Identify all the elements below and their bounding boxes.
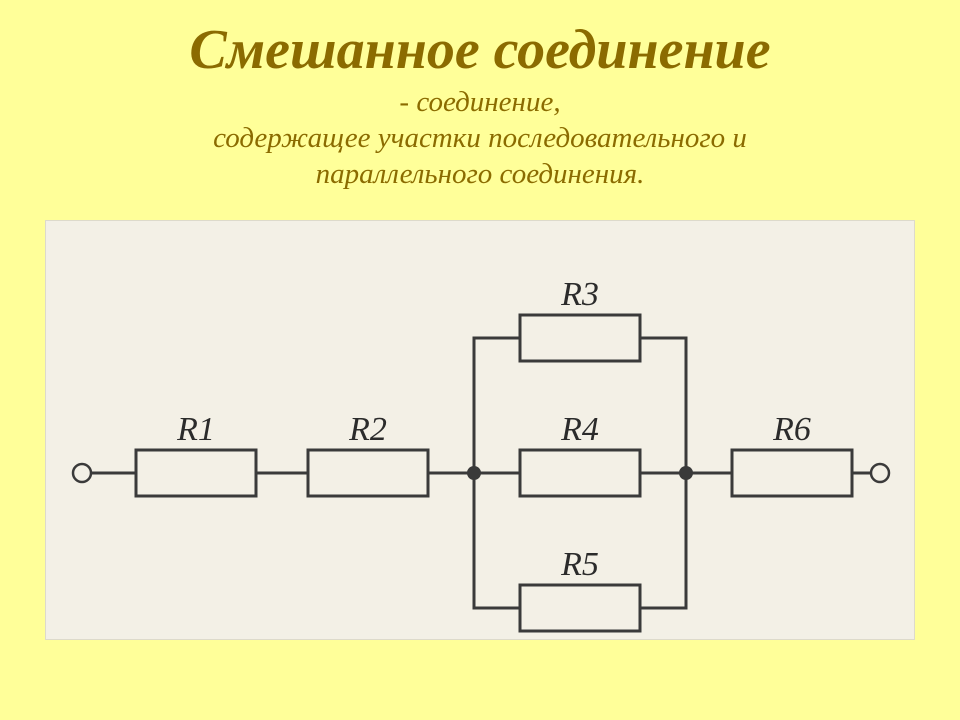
resistor-r3 [520, 315, 640, 361]
page-title: Смешанное соединение [30, 20, 930, 82]
junction-node [679, 466, 693, 480]
page-subtitle: - соединение, содержащее участки последо… [30, 84, 930, 193]
resistor-label-r6: R6 [772, 411, 811, 448]
junction-node [467, 466, 481, 480]
wire [474, 338, 520, 473]
wire [474, 473, 520, 608]
subtitle-line: содержащее участки последовательного и [213, 122, 747, 154]
subtitle-line: - соединение, [399, 86, 560, 118]
resistor-r4 [520, 450, 640, 496]
circuit-diagram: R1 R2 R3 R4 R5 R6 [45, 220, 915, 640]
resistor-r5 [520, 585, 640, 631]
circuit-svg: R1 R2 R3 R4 R5 R6 [46, 221, 916, 641]
resistor-label-r1: R1 [176, 411, 215, 448]
wire [640, 338, 686, 473]
terminal-node [871, 464, 889, 482]
resistor-r2 [308, 450, 428, 496]
wire [640, 473, 686, 608]
terminal-node [73, 464, 91, 482]
subtitle-line: параллельного соединения. [316, 158, 645, 190]
resistor-r6 [732, 450, 852, 496]
resistor-label-r2: R2 [348, 411, 387, 448]
resistor-r1 [136, 450, 256, 496]
resistor-label-r3: R3 [560, 276, 599, 313]
resistor-label-r4: R4 [560, 411, 599, 448]
resistor-label-r5: R5 [560, 546, 599, 583]
